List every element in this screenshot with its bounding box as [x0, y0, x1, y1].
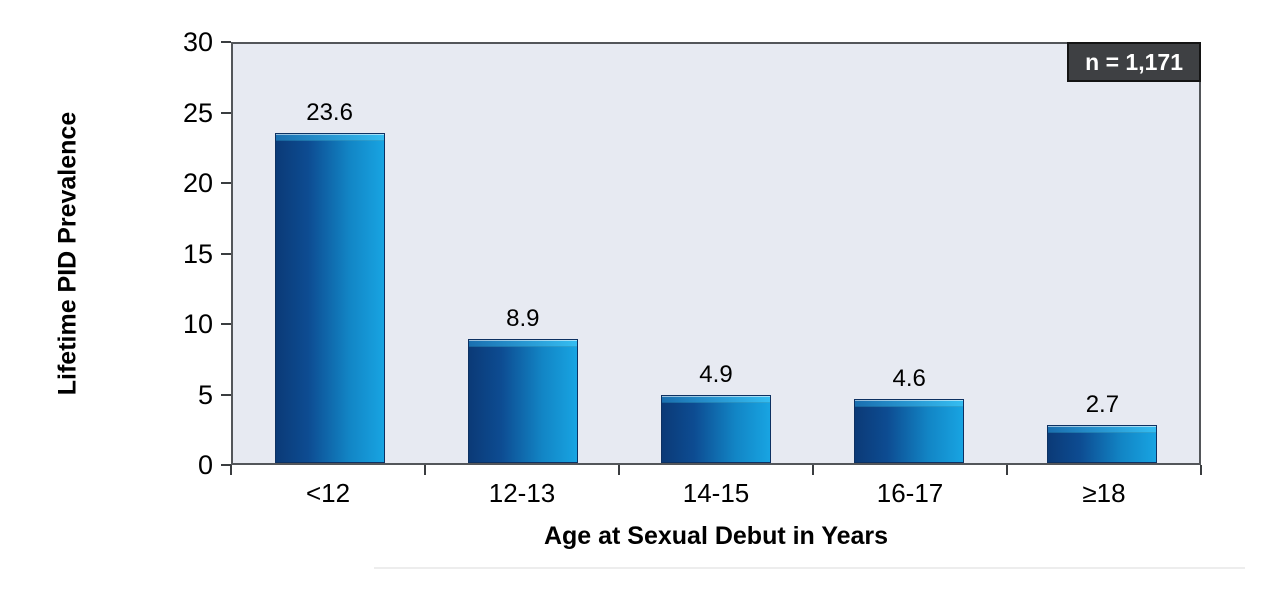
- y-tick: [221, 182, 231, 184]
- bar-slot: 2.7: [1006, 44, 1199, 463]
- y-tick: [221, 111, 231, 114]
- bar-slot: 4.9: [619, 44, 812, 463]
- plot-area: 23.6 8.9 4.9 4.6 2.7: [231, 42, 1201, 465]
- bar-value-label: 8.9: [506, 304, 540, 332]
- bar-value-label: 4.9: [699, 360, 733, 388]
- y-tick-label: 10: [182, 309, 213, 339]
- y-tick-label: 0: [197, 450, 213, 480]
- y-tick-label: 25: [182, 97, 213, 128]
- x-tick: [1006, 465, 1008, 475]
- bars-layer: 23.6 8.9 4.9 4.6 2.7: [233, 44, 1199, 463]
- y-axis-title: Lifetime PID Prevalence: [53, 111, 82, 396]
- x-tick: [618, 465, 620, 475]
- y-tick: [221, 252, 231, 255]
- y-tick-label: 30: [182, 27, 213, 57]
- bottom-divider-line: [374, 567, 1245, 569]
- x-tick-label: ≥18: [1082, 478, 1126, 508]
- sample-size-badge: n = 1,171: [1067, 42, 1201, 82]
- x-tick-label: 14-15: [682, 478, 750, 508]
- bar-value-label: 23.6: [306, 99, 353, 127]
- x-tick-label: 12-13: [488, 478, 556, 508]
- x-tick: [812, 465, 814, 475]
- bar: [1047, 425, 1158, 463]
- bar: [274, 133, 385, 463]
- bar-slot: 4.6: [813, 44, 1006, 463]
- bar-slot: 8.9: [426, 44, 619, 463]
- bar: [854, 398, 965, 463]
- x-tick-label: <12: [305, 478, 351, 508]
- x-tick: [424, 465, 426, 475]
- bar-slot: 23.6: [233, 44, 426, 463]
- x-tick: [1200, 465, 1202, 475]
- bar-value-label: 4.6: [892, 364, 926, 392]
- y-tick-label: 20: [182, 168, 213, 198]
- x-tick-label: 16-17: [876, 478, 944, 508]
- y-tick: [221, 323, 231, 325]
- bar-value-label: 2.7: [1085, 391, 1120, 419]
- y-tick: [221, 464, 231, 466]
- y-tick: [221, 41, 231, 43]
- y-tick-label: 15: [182, 238, 213, 269]
- bar: [467, 338, 578, 463]
- y-tick: [221, 393, 231, 396]
- bar: [660, 394, 771, 463]
- x-tick: [230, 465, 232, 475]
- y-tick-label: 5: [197, 379, 213, 410]
- x-axis-title: Age at Sexual Debut in Years: [543, 522, 889, 550]
